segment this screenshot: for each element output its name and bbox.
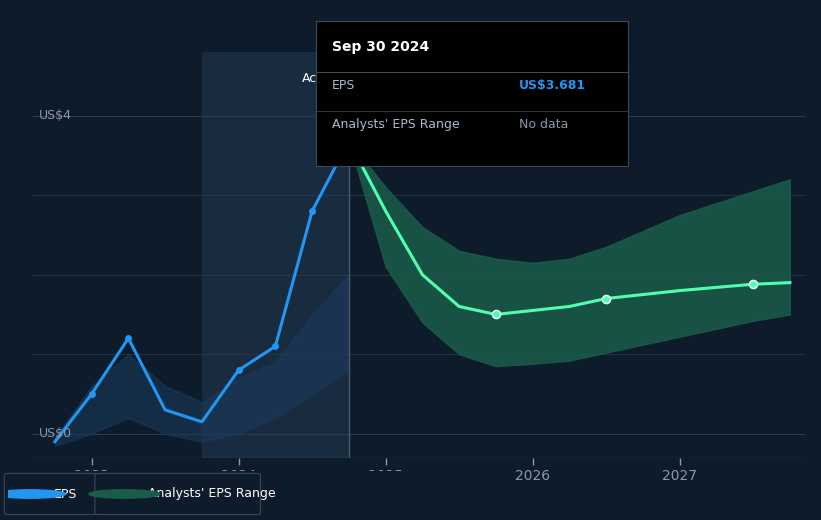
Point [85, 390, 99, 398]
Point [232, 366, 245, 374]
Point [342, 137, 355, 145]
Text: No data: No data [519, 119, 568, 132]
Text: Analysts' EPS Range: Analysts' EPS Range [148, 488, 276, 500]
Text: Sep 30 2024: Sep 30 2024 [332, 40, 429, 54]
Circle shape [0, 490, 66, 498]
FancyBboxPatch shape [95, 473, 260, 515]
Point [746, 280, 759, 289]
Text: Analysts Forecasts: Analysts Forecasts [356, 72, 473, 85]
Point [599, 294, 612, 303]
Text: EPS: EPS [332, 79, 355, 92]
Text: EPS: EPS [53, 488, 77, 500]
Text: US$0: US$0 [39, 427, 72, 440]
Text: Analysts' EPS Range: Analysts' EPS Range [332, 119, 459, 132]
Point [268, 342, 282, 350]
Text: US$4: US$4 [39, 109, 71, 122]
Bar [202, 52, 349, 458]
FancyBboxPatch shape [4, 473, 99, 515]
Text: Actual: Actual [302, 72, 342, 85]
Point [122, 334, 135, 343]
Text: US$3.681: US$3.681 [519, 79, 586, 92]
Circle shape [89, 490, 160, 498]
Point [305, 207, 319, 215]
Point [489, 310, 502, 319]
